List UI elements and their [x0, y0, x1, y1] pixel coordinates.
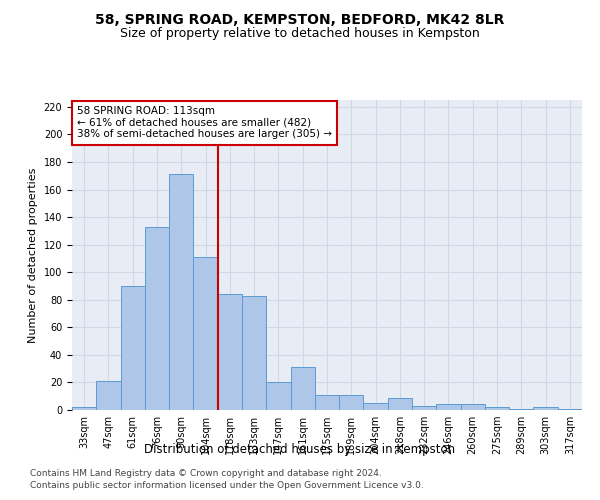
- Bar: [121, 286, 145, 410]
- Bar: [266, 382, 290, 410]
- Bar: [412, 406, 436, 410]
- Bar: [193, 257, 218, 410]
- Bar: [218, 294, 242, 410]
- Bar: [558, 408, 582, 410]
- Bar: [169, 174, 193, 410]
- Bar: [388, 398, 412, 410]
- Text: Size of property relative to detached houses in Kempston: Size of property relative to detached ho…: [120, 28, 480, 40]
- Bar: [290, 368, 315, 410]
- Bar: [145, 227, 169, 410]
- Text: Contains public sector information licensed under the Open Government Licence v3: Contains public sector information licen…: [30, 481, 424, 490]
- Bar: [509, 408, 533, 410]
- Bar: [364, 403, 388, 410]
- Bar: [339, 395, 364, 410]
- Bar: [533, 407, 558, 410]
- Text: 58, SPRING ROAD, KEMPSTON, BEDFORD, MK42 8LR: 58, SPRING ROAD, KEMPSTON, BEDFORD, MK42…: [95, 12, 505, 26]
- Bar: [96, 381, 121, 410]
- Y-axis label: Number of detached properties: Number of detached properties: [28, 168, 38, 342]
- Bar: [461, 404, 485, 410]
- Bar: [436, 404, 461, 410]
- Text: Contains HM Land Registry data © Crown copyright and database right 2024.: Contains HM Land Registry data © Crown c…: [30, 468, 382, 477]
- Text: Distribution of detached houses by size in Kempston: Distribution of detached houses by size …: [145, 444, 455, 456]
- Text: 58 SPRING ROAD: 113sqm
← 61% of detached houses are smaller (482)
38% of semi-de: 58 SPRING ROAD: 113sqm ← 61% of detached…: [77, 106, 332, 140]
- Bar: [315, 395, 339, 410]
- Bar: [242, 296, 266, 410]
- Bar: [72, 407, 96, 410]
- Bar: [485, 407, 509, 410]
